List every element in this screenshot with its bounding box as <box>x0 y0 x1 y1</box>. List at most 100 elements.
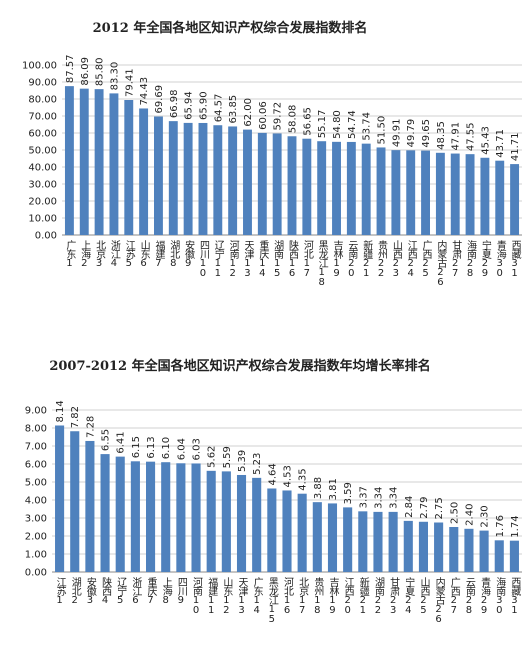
x-tick-label: 内蒙古26 <box>435 239 447 287</box>
x-tick-label: 湖南22 <box>372 577 384 615</box>
y-tick-label: 0.00 <box>35 231 57 242</box>
bar <box>176 463 186 572</box>
value-label: 43.71 <box>495 129 506 158</box>
y-tick-label: 2.00 <box>25 532 47 543</box>
x-tick-label: 福建7 <box>153 239 165 268</box>
value-label: 45.43 <box>480 126 491 155</box>
value-label: 60.06 <box>258 101 269 130</box>
x-tick-label: 江西20 <box>342 577 354 615</box>
x-tick-label: 浙江4 <box>108 240 120 268</box>
x-tick-label: 重庆7 <box>145 576 157 605</box>
value-label: 5.62 <box>207 446 218 468</box>
value-label: 2.40 <box>464 504 475 526</box>
x-tick-label: 新疆21 <box>361 239 373 278</box>
x-tick-label: 上海8 <box>160 577 172 605</box>
x-tick-label: 四川9 <box>175 577 187 605</box>
x-tick-label: 河南12 <box>227 240 239 278</box>
value-label: 2.75 <box>434 497 445 519</box>
value-label: 54.74 <box>347 110 358 139</box>
bar <box>403 520 413 572</box>
y-tick-label: 9.00 <box>25 406 47 417</box>
value-label: 3.81 <box>328 478 339 500</box>
x-tick-label: 贵州18 <box>312 576 324 615</box>
bar <box>70 431 80 572</box>
value-label: 66.98 <box>169 89 180 118</box>
value-label: 63.85 <box>228 95 239 124</box>
x-tick-label: 山西25 <box>418 577 430 615</box>
bar <box>391 150 401 235</box>
bar <box>287 136 297 235</box>
value-label: 59.72 <box>273 102 284 131</box>
value-label: 4.64 <box>267 463 278 485</box>
x-tick-label: 河南10 <box>191 577 203 615</box>
bar <box>358 511 368 572</box>
value-label: 4.35 <box>298 468 309 490</box>
bar <box>406 150 416 235</box>
x-tick-label: 安徽9 <box>183 239 195 268</box>
value-label: 83.30 <box>109 62 120 91</box>
y-tick-label: 5.00 <box>25 478 47 489</box>
y-tick-label: 30.00 <box>28 180 57 191</box>
x-tick-label: 广东14 <box>251 577 263 615</box>
bar <box>161 462 171 572</box>
value-label: 79.41 <box>124 68 135 97</box>
bar <box>198 122 208 235</box>
value-label: 62.00 <box>243 98 254 127</box>
value-label: 3.88 <box>313 477 324 499</box>
x-tick-label: 青海29 <box>479 576 491 615</box>
x-tick-label: 北京17 <box>297 577 309 615</box>
x-tick-label: 重庆14 <box>257 239 269 278</box>
value-label: 58.08 <box>288 105 299 134</box>
x-tick-label: 吉林19 <box>327 577 339 615</box>
y-tick-label: 0.00 <box>25 568 47 579</box>
bar <box>168 121 178 235</box>
value-label: 7.28 <box>85 416 96 438</box>
value-label: 3.34 <box>373 487 384 509</box>
bar <box>435 152 445 235</box>
bar <box>282 490 292 572</box>
bar <box>85 440 95 572</box>
value-label: 6.03 <box>192 438 203 460</box>
bar <box>130 461 140 572</box>
x-tick-label: 海南30 <box>494 576 506 615</box>
value-label: 4.53 <box>283 465 294 487</box>
bar <box>479 530 489 572</box>
value-label: 49.79 <box>406 119 417 148</box>
bar <box>257 132 267 235</box>
x-tick-label: 黑龙江15 <box>266 577 278 624</box>
bar <box>206 470 216 572</box>
x-tick-label: 四川10 <box>197 240 209 278</box>
bar <box>272 133 282 235</box>
bar <box>317 141 327 235</box>
bar <box>146 461 156 572</box>
bar <box>228 126 238 235</box>
x-tick-label: 湖北2 <box>69 577 81 605</box>
y-tick-label: 7.00 <box>25 442 47 453</box>
x-tick-label: 广西25 <box>420 240 432 278</box>
x-tick-label: 内蒙古26 <box>433 576 445 624</box>
y-tick-label: 100.00 <box>22 61 57 72</box>
value-label: 85.80 <box>95 57 106 86</box>
y-tick-label: 70.00 <box>28 112 57 123</box>
x-tick-label: 江苏1 <box>54 577 66 605</box>
x-tick-label: 新疆21 <box>357 576 369 615</box>
x-tick-label: 广东1 <box>64 240 76 268</box>
bar <box>450 153 460 235</box>
bar <box>100 454 110 572</box>
bar <box>183 122 193 235</box>
x-tick-label: 辽宁5 <box>115 577 127 605</box>
x-tick-label: 宁夏29 <box>479 239 491 278</box>
bar <box>343 507 353 572</box>
bar <box>418 521 428 572</box>
bar <box>510 164 520 235</box>
y-tick-label: 8.00 <box>25 424 47 435</box>
value-label: 6.10 <box>161 437 172 459</box>
x-tick-label: 云南20 <box>346 240 358 278</box>
bar <box>346 141 356 235</box>
value-label: 86.09 <box>80 57 91 86</box>
bar <box>55 425 65 572</box>
bar <box>236 474 247 572</box>
bar <box>243 129 252 235</box>
value-label: 5.59 <box>222 446 233 468</box>
x-tick-label: 云南28 <box>463 577 475 615</box>
